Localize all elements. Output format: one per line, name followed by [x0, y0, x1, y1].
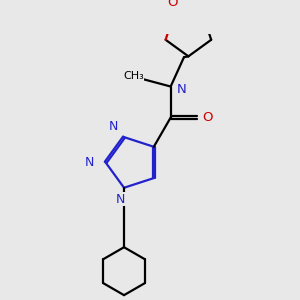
Text: O: O	[203, 111, 213, 124]
Text: N: N	[116, 193, 125, 206]
Text: CH₃: CH₃	[123, 71, 144, 81]
Text: O: O	[167, 0, 178, 9]
Text: N: N	[85, 156, 94, 169]
Text: N: N	[176, 83, 186, 96]
Text: N: N	[109, 120, 118, 133]
